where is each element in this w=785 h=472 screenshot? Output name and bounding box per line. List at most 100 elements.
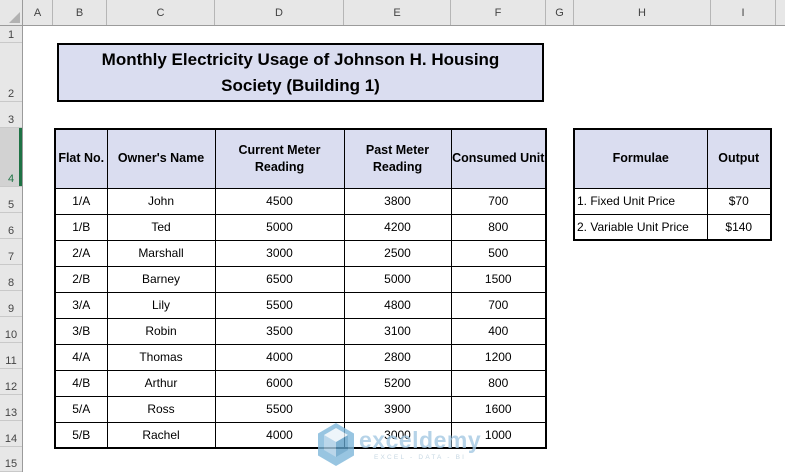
column-header-partial[interactable] <box>776 0 785 25</box>
col-header-flat-no[interactable]: Flat No. <box>54 128 108 189</box>
table-cell[interactable]: $70 <box>706 187 772 215</box>
col-header-formulae[interactable]: Formulae <box>573 128 708 189</box>
table-cell[interactable]: Ross <box>106 395 216 423</box>
table-cell[interactable]: 2500 <box>343 239 452 267</box>
table-cell[interactable]: 400 <box>450 317 547 345</box>
table-cell[interactable]: 3000 <box>343 421 452 449</box>
table-cell[interactable]: John <box>106 187 216 215</box>
column-header-d[interactable]: D <box>215 0 344 25</box>
table-cell[interactable]: 1000 <box>450 421 547 449</box>
row-header-13[interactable]: 13 <box>0 395 22 421</box>
table-cell[interactable]: 2/A <box>54 239 108 267</box>
row-header-5[interactable]: 5 <box>0 187 22 213</box>
table-cell[interactable]: 1/B <box>54 213 108 241</box>
title-box[interactable]: Monthly Electricity Usage of Johnson H. … <box>57 43 544 102</box>
table-cell[interactable]: 800 <box>450 213 547 241</box>
table-cell[interactable]: 5/B <box>54 421 108 449</box>
column-header-e[interactable]: E <box>344 0 451 25</box>
column-header-f[interactable]: F <box>451 0 546 25</box>
column-header-b[interactable]: B <box>53 0 107 25</box>
formulae-table: Formulae Output 1. Fixed Unit Price $70 2. V… <box>573 128 772 241</box>
table-cell[interactable]: 500 <box>450 239 547 267</box>
row-header-7[interactable]: 7 <box>0 239 22 265</box>
table-cell[interactable]: 1. Fixed Unit Price <box>573 187 708 215</box>
table-cell[interactable]: 1500 <box>450 265 547 293</box>
table-cell[interactable]: 4500 <box>214 187 345 215</box>
col-header-current-meter-reading[interactable]: Current Meter Reading <box>214 128 345 189</box>
row-header-12[interactable]: 12 <box>0 369 22 395</box>
table-row: 2/B Barney 6500 5000 1500 <box>54 265 547 293</box>
table-cell[interactable]: 4/A <box>54 343 108 371</box>
table-cell[interactable]: 3000 <box>214 239 345 267</box>
row-header-10[interactable]: 10 <box>0 317 22 343</box>
table-cell[interactable]: 5500 <box>214 291 345 319</box>
table-cell[interactable]: 2/B <box>54 265 108 293</box>
table-cell[interactable]: Robin <box>106 317 216 345</box>
table-cell[interactable]: 4800 <box>343 291 452 319</box>
table-cell[interactable]: 3800 <box>343 187 452 215</box>
table-cell[interactable]: Rachel <box>106 421 216 449</box>
table-cell[interactable]: 2. Variable Unit Price <box>573 213 708 241</box>
table-cell[interactable]: 5000 <box>343 265 452 293</box>
col-header-owner-s-name[interactable]: Owner's Name <box>106 128 216 189</box>
table-cell[interactable]: 6000 <box>214 369 345 397</box>
table-row: 4/A Thomas 4000 2800 1200 <box>54 343 547 371</box>
row-header-3[interactable]: 3 <box>0 102 22 128</box>
table-cell[interactable]: Lily <box>106 291 216 319</box>
col-header-consumed-unit[interactable]: Consumed Unit <box>450 128 547 189</box>
column-header-a[interactable]: A <box>23 0 53 25</box>
table-cell[interactable]: 5000 <box>214 213 345 241</box>
table-cell[interactable]: 800 <box>450 369 547 397</box>
table-cell[interactable]: 3/A <box>54 291 108 319</box>
table-row: 1/B Ted 5000 4200 800 <box>54 213 547 241</box>
table-cell[interactable]: 1600 <box>450 395 547 423</box>
select-all-triangle-icon <box>9 12 20 23</box>
table-cell[interactable]: 700 <box>450 291 547 319</box>
row-header-15[interactable]: 15 <box>0 447 22 472</box>
row-header-9[interactable]: 9 <box>0 291 22 317</box>
table-cell[interactable]: Marshall <box>106 239 216 267</box>
select-all-corner[interactable] <box>0 0 23 26</box>
table-cell[interactable]: 4/B <box>54 369 108 397</box>
table-cell[interactable]: Ted <box>106 213 216 241</box>
row-header-4[interactable]: 4 <box>0 128 22 187</box>
table-cell[interactable]: 2800 <box>343 343 452 371</box>
table-cell[interactable]: 5200 <box>343 369 452 397</box>
table-cell[interactable]: 5500 <box>214 395 345 423</box>
column-header-h[interactable]: H <box>574 0 711 25</box>
row-header-2[interactable]: 2 <box>0 43 22 102</box>
row-header-11[interactable]: 11 <box>0 343 22 369</box>
table-header-row: Flat No. Owner's Name Current Meter Readin… <box>54 128 547 189</box>
sheet-canvas: Monthly Electricity Usage of Johnson H. … <box>23 26 785 472</box>
table-cell[interactable]: Arthur <box>106 369 216 397</box>
table-cell[interactable]: 6500 <box>214 265 345 293</box>
row-header-14[interactable]: 14 <box>0 421 22 447</box>
col-header-past-meter-reading[interactable]: Past Meter Reading <box>343 128 452 189</box>
table-cell[interactable]: 5/A <box>54 395 108 423</box>
column-header-i[interactable]: I <box>711 0 776 25</box>
table-cell[interactable]: Thomas <box>106 343 216 371</box>
table-cell[interactable]: 3500 <box>214 317 345 345</box>
row-header-8[interactable]: 8 <box>0 265 22 291</box>
table-cell[interactable]: 1/A <box>54 187 108 215</box>
table-cell[interactable]: $140 <box>706 213 772 241</box>
table-cell[interactable]: Barney <box>106 265 216 293</box>
table-row: 1. Fixed Unit Price $70 <box>573 187 772 215</box>
table-cell[interactable]: 700 <box>450 187 547 215</box>
column-header-g[interactable]: G <box>546 0 574 25</box>
table-cell[interactable]: 3100 <box>343 317 452 345</box>
table-cell[interactable]: 4000 <box>214 421 345 449</box>
table-cell[interactable]: 3900 <box>343 395 452 423</box>
watermark-tagline: EXCEL - DATA - BI <box>373 454 467 461</box>
column-header-c[interactable]: C <box>107 0 215 25</box>
row-header-6[interactable]: 6 <box>0 213 22 239</box>
table-cell[interactable]: 3/B <box>54 317 108 345</box>
table-cell[interactable]: 4000 <box>214 343 345 371</box>
title-line-1: Monthly Electricity Usage of Johnson H. … <box>101 50 500 69</box>
row-header-1[interactable]: 1 <box>0 26 22 43</box>
table-cell[interactable]: 4200 <box>343 213 452 241</box>
table-cell[interactable]: 1200 <box>450 343 547 371</box>
table-row: 4/B Arthur 6000 5200 800 <box>54 369 547 397</box>
col-header-output[interactable]: Output <box>706 128 772 189</box>
